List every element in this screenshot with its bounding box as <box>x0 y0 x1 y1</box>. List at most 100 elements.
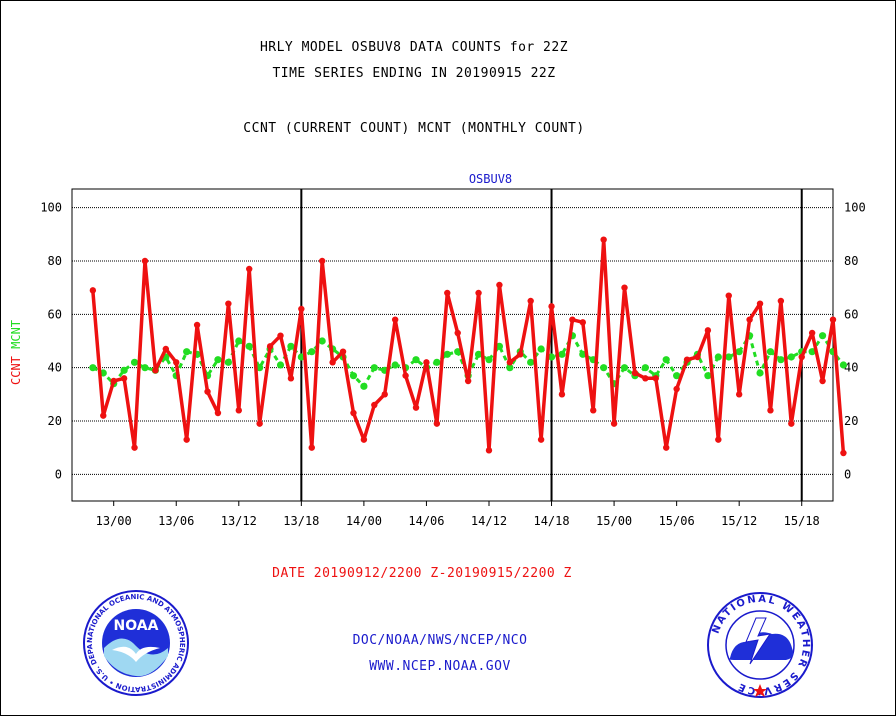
data-point-mcnt <box>485 356 493 364</box>
data-point-mcnt <box>287 342 295 350</box>
noaa-logo-text: NOAA <box>114 618 159 634</box>
data-point-ccnt <box>579 319 587 326</box>
data-point-ccnt <box>204 388 211 395</box>
title-line-2: TIME SERIES ENDING IN 20190915 22Z <box>272 66 556 81</box>
data-point-ccnt <box>767 407 774 414</box>
data-point-ccnt <box>777 297 785 305</box>
data-point-mcnt <box>777 356 785 364</box>
data-point-mcnt <box>620 364 629 372</box>
data-point-mcnt <box>214 356 222 364</box>
data-point-ccnt <box>402 372 409 379</box>
data-point-mcnt <box>506 364 514 372</box>
data-point-ccnt <box>485 447 493 454</box>
data-point-ccnt <box>100 412 107 419</box>
y-tick-label-left: 40 <box>48 361 62 375</box>
data-point-mcnt <box>141 364 149 372</box>
y-tick-label-right: 60 <box>844 307 858 321</box>
data-point-ccnt <box>329 359 336 366</box>
data-point-ccnt <box>756 300 764 307</box>
data-point-mcnt <box>308 348 316 356</box>
y-tick-label-right: 100 <box>844 201 866 215</box>
x-tick-label: 15/18 <box>784 514 820 528</box>
data-point-mcnt <box>256 364 264 372</box>
data-point-ccnt <box>412 404 420 411</box>
data-point-ccnt <box>193 321 201 329</box>
data-point-ccnt <box>715 436 722 443</box>
data-point-ccnt <box>433 420 441 427</box>
x-tick-label: 13/00 <box>96 514 132 528</box>
data-point-mcnt <box>818 332 827 340</box>
date-range-label: DATE 20190912/2200 Z-20190915/2200 Z <box>272 566 572 581</box>
data-point-mcnt <box>454 348 462 356</box>
data-point-ccnt <box>548 303 555 310</box>
data-point-mcnt <box>474 350 483 358</box>
x-tick-label: 15/00 <box>596 514 632 528</box>
data-point-mcnt <box>360 382 368 390</box>
data-point-ccnt <box>735 391 743 398</box>
data-point-mcnt <box>183 348 191 356</box>
data-point-ccnt <box>537 436 545 443</box>
nws-logo: NATIONAL WEATHER SERVICE <box>707 592 813 698</box>
data-point-ccnt <box>350 409 357 417</box>
data-point-ccnt <box>183 436 190 443</box>
data-point-mcnt <box>120 366 128 374</box>
data-point-ccnt <box>287 375 295 382</box>
data-point-ccnt <box>808 329 816 337</box>
data-point-ccnt <box>266 343 274 350</box>
legend-description: CCNT (CURRENT COUNT) MCNT (MONTHLY COUNT… <box>243 121 585 136</box>
data-point-mcnt <box>673 372 681 380</box>
x-tick-label: 13/12 <box>221 514 257 528</box>
x-tick-label: 14/18 <box>533 514 569 528</box>
data-point-mcnt <box>756 369 764 377</box>
data-point-ccnt <box>454 329 461 337</box>
data-point-mcnt <box>433 358 441 366</box>
data-point-ccnt <box>673 385 680 393</box>
data-point-ccnt <box>600 236 607 243</box>
data-point-ccnt <box>235 407 242 414</box>
website-link[interactable]: WWW.NCEP.NOAA.GOV <box>369 659 511 674</box>
data-point-mcnt <box>735 348 743 356</box>
data-point-ccnt <box>496 281 503 289</box>
data-point-ccnt <box>590 407 597 414</box>
data-point-mcnt <box>714 353 722 361</box>
data-point-mcnt <box>370 364 378 372</box>
data-point-mcnt <box>787 353 795 361</box>
x-tick-label: 14/12 <box>471 514 507 528</box>
y-tick-label-left: 60 <box>48 307 62 321</box>
x-tick-label: 15/12 <box>721 514 757 528</box>
plot-area-frame <box>71 188 834 502</box>
data-point-mcnt <box>579 350 587 358</box>
data-point-ccnt <box>517 351 524 358</box>
data-point-mcnt <box>839 361 848 369</box>
data-point-ccnt <box>788 420 795 427</box>
data-point-mcnt <box>495 342 504 350</box>
data-point-mcnt <box>318 337 326 345</box>
x-tick-label: 14/00 <box>346 514 382 528</box>
data-point-ccnt <box>360 436 368 443</box>
data-point-mcnt <box>704 372 712 380</box>
data-point-ccnt <box>152 367 159 374</box>
data-point-ccnt <box>277 332 284 339</box>
data-point-ccnt <box>642 375 649 382</box>
y-tick-label-right: 0 <box>844 467 851 481</box>
data-point-ccnt <box>683 356 691 363</box>
chart-station-title: OSBUV8 <box>469 172 512 186</box>
data-point-ccnt <box>371 401 378 409</box>
y-tick-label-right: 40 <box>844 361 858 375</box>
data-point-ccnt <box>746 316 753 323</box>
data-point-ccnt <box>256 420 263 427</box>
data-point-ccnt <box>225 300 232 307</box>
data-point-mcnt <box>725 353 733 361</box>
data-point-ccnt <box>652 375 659 382</box>
data-point-ccnt <box>506 359 514 366</box>
data-point-mcnt <box>662 356 670 364</box>
data-point-ccnt <box>141 257 149 265</box>
data-point-ccnt <box>569 316 576 323</box>
data-point-mcnt <box>547 353 556 361</box>
data-point-mcnt <box>412 356 420 364</box>
data-point-ccnt <box>475 289 482 297</box>
data-point-mcnt <box>808 348 816 356</box>
data-point-ccnt <box>381 391 388 398</box>
data-point-ccnt <box>318 257 326 265</box>
